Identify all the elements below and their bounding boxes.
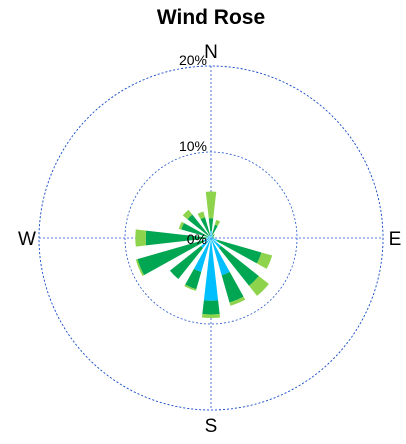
bar-sector-6-band-2 bbox=[249, 276, 269, 296]
bar-sector-12-band-1 bbox=[145, 230, 207, 246]
bar-sector-7-band-2 bbox=[229, 296, 246, 306]
bar-sector-2-band-1 bbox=[212, 234, 215, 237]
bar-sector-7-band-0 bbox=[211, 238, 230, 276]
bar-sector-3-band-1 bbox=[212, 236, 215, 238]
direction-label-s: S bbox=[205, 416, 218, 437]
direction-label-w: W bbox=[18, 229, 36, 250]
bar-sector-11-band-2 bbox=[135, 259, 145, 276]
bar-sector-12-band-2 bbox=[135, 229, 147, 247]
bar-sector-15-band-2 bbox=[197, 211, 206, 220]
bar-sector-8-band-2 bbox=[201, 314, 221, 318]
bar-sector-1-band-0 bbox=[211, 234, 213, 238]
bar-sector-4-band-1 bbox=[212, 237, 215, 239]
bar-sector-3-band-0 bbox=[211, 237, 213, 238]
radial-tick-label-1: 10% bbox=[179, 138, 207, 154]
bar-sector-12-band-0 bbox=[206, 237, 211, 239]
axis-labels: N E S W 0% 10% 20% bbox=[18, 42, 401, 437]
bar-sector-14-band-1 bbox=[187, 214, 209, 236]
chart-title: Wind Rose bbox=[157, 6, 265, 29]
bar-sector-5-band-2 bbox=[256, 252, 273, 269]
bar-sector-9-band-2 bbox=[184, 284, 197, 291]
bar-sector-5-band-0 bbox=[211, 238, 218, 242]
bar-sector-13-band-1 bbox=[181, 222, 208, 238]
bar-sector-15-band-0 bbox=[209, 235, 211, 238]
bar-sector-6-band-0 bbox=[211, 238, 222, 249]
bar-sector-0-band-0 bbox=[210, 231, 212, 238]
bar-sector-11-band-1 bbox=[137, 240, 205, 276]
direction-label-n: N bbox=[204, 42, 218, 63]
bar-sector-0-band-2 bbox=[205, 191, 217, 219]
bar-sector-6-band-1 bbox=[219, 246, 259, 286]
bar-sector-10-band-0 bbox=[200, 238, 211, 249]
bar-sector-15-band-1 bbox=[200, 217, 211, 236]
radial-tick-label-0: 0% bbox=[187, 231, 207, 247]
bar-sector-9-band-0 bbox=[193, 238, 211, 272]
bar-sector-13-band-0 bbox=[207, 236, 211, 238]
bar-sector-13-band-2 bbox=[178, 221, 184, 230]
bar-sector-14-band-2 bbox=[182, 209, 193, 220]
bar-sector-0-band-1 bbox=[208, 218, 214, 232]
bar-sector-8-band-1 bbox=[202, 300, 220, 315]
bar-sector-7-band-1 bbox=[221, 271, 244, 303]
bar-sector-1-band-1 bbox=[211, 224, 218, 235]
bar-sector-10-band-1 bbox=[169, 246, 203, 280]
bar-sector-1-band-2 bbox=[214, 219, 221, 226]
wind-bars bbox=[135, 191, 273, 318]
bar-sector-2-band-0 bbox=[211, 236, 213, 238]
bar-sector-8-band-0 bbox=[203, 238, 219, 301]
radial-tick-label-2: 20% bbox=[179, 52, 207, 68]
bar-sector-5-band-1 bbox=[217, 239, 262, 264]
bar-sector-2-band-2 bbox=[213, 233, 216, 236]
bar-sector-14-band-0 bbox=[208, 235, 211, 238]
bar-sector-9-band-1 bbox=[185, 268, 202, 290]
bar-sector-11-band-0 bbox=[203, 238, 211, 242]
direction-label-e: E bbox=[389, 229, 402, 250]
